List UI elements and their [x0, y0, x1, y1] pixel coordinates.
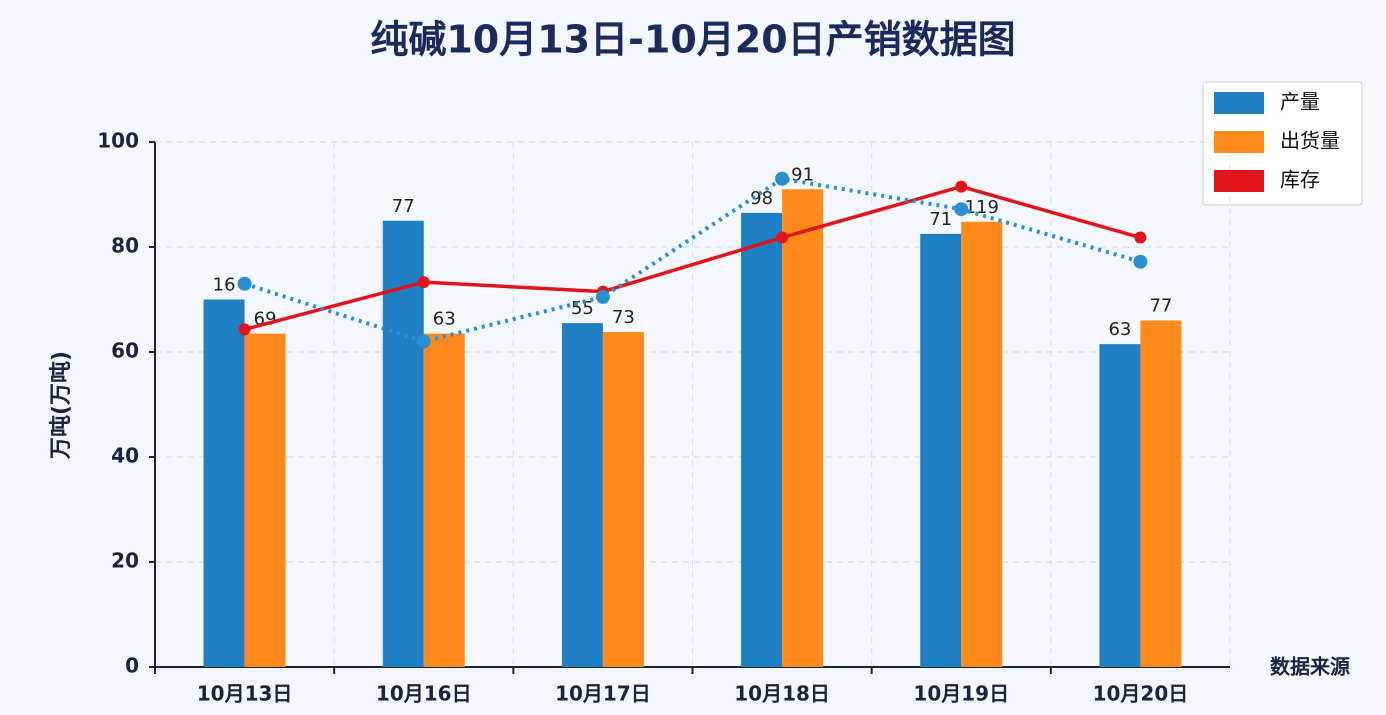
line-point — [238, 323, 251, 336]
legend-swatch — [1214, 131, 1264, 153]
y-tick-label: 60 — [111, 339, 139, 363]
x-tick-label: 10月19日 — [913, 682, 1009, 706]
line-point — [776, 231, 789, 244]
bar — [602, 332, 644, 667]
y-tick-label: 80 — [111, 234, 139, 258]
bar — [423, 333, 465, 667]
bar — [961, 221, 1003, 668]
bar-annotation: 55 — [571, 298, 594, 319]
y-tick-label: 100 — [97, 129, 139, 153]
line-point — [954, 202, 969, 217]
bar — [920, 233, 962, 667]
line-point — [417, 276, 430, 289]
legend-label: 出货量 — [1280, 129, 1340, 153]
x-tick-label: 10月17日 — [555, 682, 651, 706]
bar-annotation: 16 — [213, 275, 236, 296]
bar — [1099, 344, 1141, 667]
legend-label: 库存 — [1280, 168, 1320, 192]
x-tick-label: 10月16日 — [376, 682, 472, 706]
bar — [1140, 320, 1182, 667]
bar-annotation: 119 — [965, 197, 999, 218]
y-axis-label: 万吨(万吨) — [49, 351, 74, 460]
y-tick-label: 40 — [111, 444, 139, 468]
bar-annotation: 77 — [1149, 296, 1172, 317]
legend-swatch — [1214, 170, 1264, 192]
bar-annotation: 63 — [1108, 319, 1131, 340]
line — [244, 184, 1141, 332]
chart-title: 纯碱10月13日-10月20日产销数据图 — [370, 18, 1015, 62]
bar — [782, 189, 824, 667]
bar-annotation: 63 — [433, 309, 456, 330]
bar — [203, 299, 245, 667]
y-tick-label: 20 — [111, 549, 139, 573]
x-tick-label: 10月18日 — [734, 682, 830, 706]
bar-annotation: 98 — [750, 188, 773, 209]
legend-swatch — [1214, 92, 1264, 114]
bar — [561, 323, 603, 667]
bar-annotation: 71 — [929, 209, 952, 230]
legend-label: 产量 — [1280, 90, 1320, 114]
line-point — [775, 171, 790, 186]
line-point — [1133, 254, 1148, 269]
bar-annotation: 73 — [612, 307, 635, 328]
y-tick-label: 0 — [125, 654, 139, 678]
bar — [382, 220, 424, 667]
bar — [741, 212, 783, 667]
x-axis-label: 数据来源 — [1270, 655, 1350, 679]
x-tick-label: 10月13日 — [197, 682, 293, 706]
line-point — [955, 180, 968, 193]
x-tick-label: 10月20日 — [1093, 682, 1189, 706]
line-point — [595, 289, 610, 304]
line-point — [416, 334, 431, 349]
bar-annotation: 77 — [392, 196, 415, 217]
line-point — [1134, 231, 1147, 244]
line — [243, 176, 1141, 344]
bar — [244, 333, 286, 667]
line-point — [237, 276, 252, 291]
